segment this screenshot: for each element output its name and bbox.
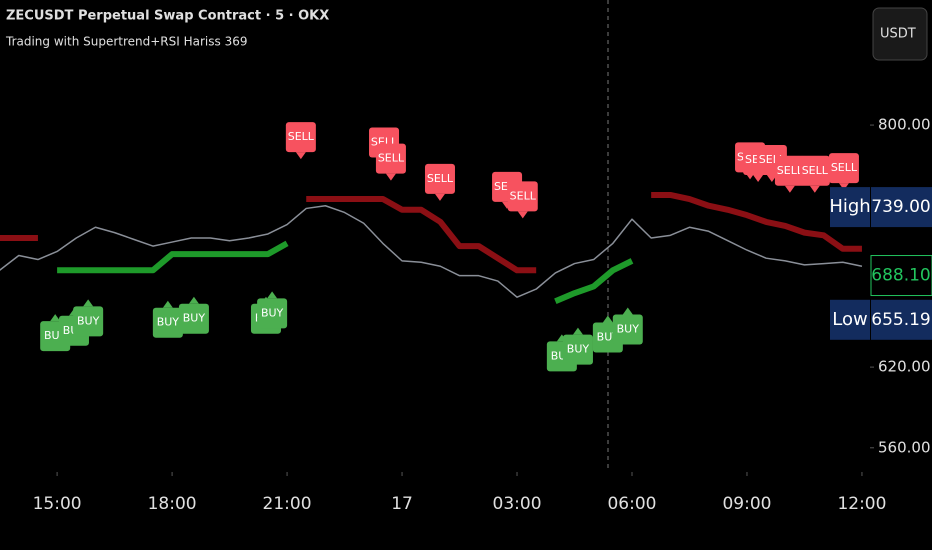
x-tick-label: 18:00 xyxy=(148,494,197,514)
signal-box xyxy=(424,163,455,194)
signal-pointer xyxy=(517,211,528,219)
signal-box xyxy=(257,298,288,329)
chart-subtitle: Trading with Supertrend+RSI Hariss 369 xyxy=(5,35,247,49)
signal-pointer xyxy=(572,327,583,335)
signal-label: BUY xyxy=(261,306,284,319)
signal: SELL xyxy=(799,155,830,193)
price-badge xyxy=(870,255,932,297)
signal-pointer xyxy=(622,307,633,315)
series-line xyxy=(57,240,634,304)
signal-pointer xyxy=(295,152,306,160)
x-tick-label: 09:00 xyxy=(722,494,771,514)
price-badge-label: 739.00 xyxy=(871,197,930,217)
signal-pointer xyxy=(838,183,849,191)
signal-box xyxy=(507,181,538,212)
signal-label: BUY xyxy=(183,312,206,325)
signal-label: SELL xyxy=(427,172,454,185)
signal: BUY xyxy=(152,300,183,338)
x-tick-label: 17 xyxy=(391,494,413,514)
signal-pointer xyxy=(434,193,445,201)
signal-pointer xyxy=(602,315,613,323)
y-tick-label: 620.00 xyxy=(878,358,931,376)
signal-pointer xyxy=(784,185,795,193)
signal: BUY xyxy=(612,307,643,345)
price-badge-label: 688.10 xyxy=(871,266,930,286)
signal-label: BUY xyxy=(157,316,180,329)
currency-button[interactable] xyxy=(872,7,928,61)
signal-box xyxy=(562,334,593,365)
signal-pointer xyxy=(83,299,94,307)
y-tick-label: 800.00 xyxy=(878,116,931,134)
badge-name: High xyxy=(829,196,870,217)
price-badge-label: 655.19 xyxy=(871,310,930,330)
x-tick-label: 21:00 xyxy=(263,494,312,514)
x-tick-label: 12:00 xyxy=(837,494,886,514)
badge-name: Low xyxy=(832,309,867,330)
signal-box xyxy=(828,153,859,184)
signal-box xyxy=(799,155,830,186)
signal-label: SELL xyxy=(288,130,315,143)
plot-area: BUYBUYBUYBUYBUYBUYBUYBUYBUYBUYBUYSELLSEL… xyxy=(0,122,863,372)
x-tick-label: 03:00 xyxy=(493,494,542,514)
chart-title: ZECUSDT Perpetual Swap Contract · 5 · OK… xyxy=(6,9,329,24)
signal-box xyxy=(285,122,316,153)
signal-pointer xyxy=(162,300,173,308)
signal-pointer xyxy=(188,296,199,304)
signal-box xyxy=(73,306,104,337)
badge-name-box xyxy=(830,187,870,228)
signal-box xyxy=(178,303,209,334)
signal: SELL xyxy=(507,181,538,219)
signal-label: SELL xyxy=(831,161,858,174)
signal-pointer xyxy=(766,175,777,183)
x-tick-label: 15:00 xyxy=(33,494,82,514)
signal: BUY xyxy=(178,296,209,334)
signal-box xyxy=(375,143,406,174)
signal-label: BUY xyxy=(617,322,640,335)
signal: SELL xyxy=(375,143,406,181)
signal: BUY xyxy=(257,291,288,329)
badge-name-box xyxy=(830,299,870,340)
signal: SELL xyxy=(774,155,805,193)
signal-box xyxy=(612,314,643,345)
signal-box xyxy=(152,307,183,338)
signal: SELL xyxy=(424,163,455,201)
signal-pointer xyxy=(267,291,278,299)
signal: SELL xyxy=(828,153,859,191)
x-tick-label: 06:00 xyxy=(607,494,656,514)
signal: SELL xyxy=(285,122,316,160)
signal-pointer xyxy=(50,314,61,322)
series-line xyxy=(0,191,862,274)
price-badge xyxy=(871,187,932,228)
signal: BUY xyxy=(562,327,593,365)
signal-pointer xyxy=(385,173,396,181)
signal-label: SELL xyxy=(802,164,829,177)
signal-box xyxy=(774,155,805,186)
signal-label: SELL xyxy=(378,152,405,165)
signal: BUY xyxy=(73,299,104,337)
currency-button-label[interactable]: USDT xyxy=(880,27,916,42)
signal-label: BUY xyxy=(567,343,590,356)
signal-pointer xyxy=(753,175,764,183)
series-line xyxy=(0,204,863,298)
price-badge xyxy=(871,299,932,340)
signal-label: BUY xyxy=(77,314,100,327)
signal-label: SELL xyxy=(510,189,537,202)
signal-pointer xyxy=(809,185,820,193)
signal-label: SELL xyxy=(777,164,804,177)
y-tick-label: 560.00 xyxy=(878,438,931,456)
